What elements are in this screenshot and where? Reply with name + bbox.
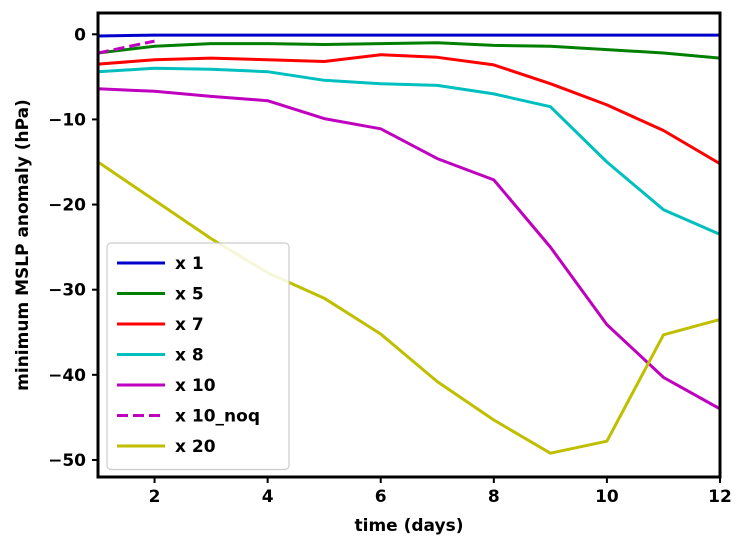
legend-entry-label: x 1	[175, 254, 204, 274]
series-line-x1	[98, 33, 720, 38]
y-tick-label: −30	[48, 281, 86, 301]
x-tick-label: 10	[595, 487, 619, 507]
x-tick-label: 12	[708, 487, 732, 507]
x-tick-label: 4	[262, 487, 274, 507]
y-tick-label: −20	[48, 196, 86, 216]
y-axis-ticks: 0 −10 −20 −30 −40 −50	[48, 25, 98, 471]
series-line-x20	[98, 160, 720, 455]
x-axis-label: time (days)	[355, 516, 464, 536]
legend-entry-label: x 7	[175, 315, 204, 335]
y-tick-label: 0	[74, 25, 86, 45]
x-axis-ticks: 2 4 6 8 10 12	[149, 477, 732, 507]
series-line-x5	[98, 41, 720, 60]
plot-frame	[96, 11, 722, 479]
legend-entry-label: x 10	[175, 376, 216, 396]
legend-entry-label: x 10_noq	[175, 407, 260, 427]
x-tick-label: 2	[149, 487, 161, 507]
series-layer	[98, 33, 720, 455]
series-line-x8	[98, 66, 720, 236]
y-tick-label: −40	[48, 366, 86, 386]
x-tick-label: 8	[488, 487, 500, 507]
legend-entry-label: x 8	[175, 346, 204, 366]
series-line-x7	[98, 53, 720, 165]
legend-entry-label: x 20	[175, 437, 216, 457]
x-tick-label: 6	[375, 487, 387, 507]
series-line-x10	[98, 87, 720, 411]
legend-box	[106, 242, 290, 471]
y-tick-label: −10	[48, 110, 86, 130]
series-line-x10-noq	[98, 39, 155, 55]
legend-entry-label: x 5	[175, 285, 204, 305]
y-tick-label: −50	[48, 451, 86, 471]
y-axis-label: minimum MSLP anomaly (hPa)	[13, 99, 33, 391]
